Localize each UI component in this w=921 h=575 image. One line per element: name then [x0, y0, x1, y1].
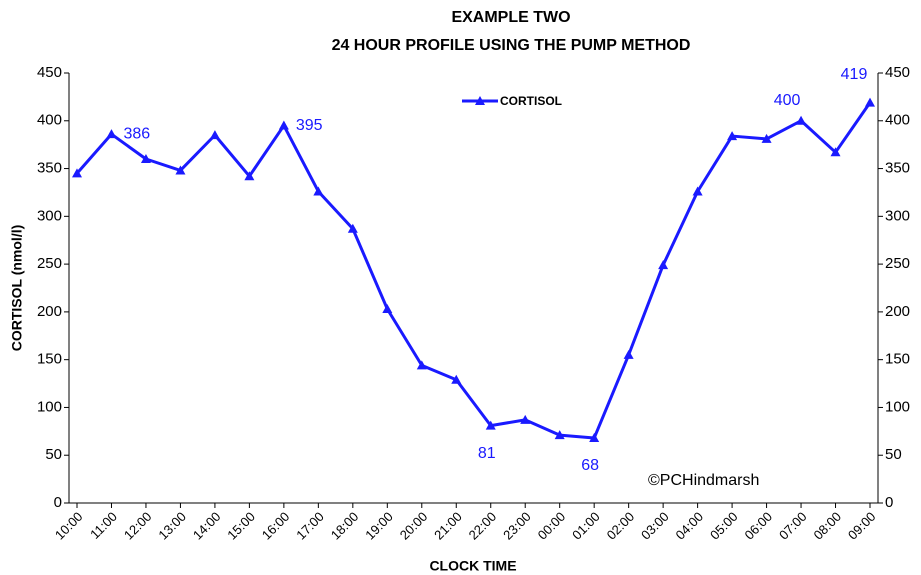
marker [209, 130, 220, 140]
marker [244, 171, 255, 181]
marker [485, 420, 496, 430]
data-label: 395 [296, 117, 323, 134]
chart-title: EXAMPLE TWO [451, 9, 570, 26]
marker [623, 349, 634, 359]
y-tick-label: 50 [45, 446, 62, 463]
y-tick-label: 150 [37, 351, 62, 368]
x-tick-label: 05:00 [707, 509, 741, 543]
y-tick-label: 0 [54, 494, 62, 511]
x-tick-label: 10:00 [52, 509, 86, 543]
y-tick-label: 250 [37, 255, 62, 272]
y-axis-title: CORTISOL (nmol/l) [9, 225, 25, 352]
marker [140, 154, 151, 163]
y2-tick-label: 0 [885, 494, 893, 511]
chart-subtitle: 24 HOUR PROFILE USING THE PUMP METHOD [332, 37, 691, 54]
x-tick-label: 11:00 [87, 509, 120, 542]
x-tick-label: 00:00 [535, 509, 569, 543]
annotation: ©PCHindmarsh [648, 472, 759, 489]
y2-tick-label: 250 [885, 255, 910, 272]
x-tick-label: 13:00 [155, 509, 189, 543]
y2-tick-label: 450 [885, 64, 910, 81]
y2-tick-label: 300 [885, 207, 910, 224]
marker [175, 165, 186, 175]
x-tick-label: 15:00 [224, 509, 258, 543]
marker [451, 374, 462, 384]
x-axis-title: CLOCK TIME [429, 558, 516, 574]
data-label: 68 [581, 457, 599, 474]
y2-tick-label: 150 [885, 351, 910, 368]
marker [278, 120, 289, 130]
marker [727, 131, 738, 141]
marker [589, 433, 600, 443]
marker [416, 360, 427, 370]
x-tick-label: 23:00 [500, 509, 534, 543]
x-tick-label: 12:00 [121, 509, 155, 543]
data-label: 419 [841, 66, 868, 83]
marker [761, 133, 772, 143]
y-tick-label: 100 [37, 398, 62, 415]
x-tick-label: 17:00 [293, 509, 327, 543]
y-tick-label: 400 [37, 112, 62, 129]
x-tick-label: 06:00 [741, 509, 775, 543]
x-tick-label: 14:00 [190, 509, 224, 543]
y-tick-label: 350 [37, 160, 62, 177]
x-tick-label: 22:00 [466, 509, 500, 543]
y2-tick-label: 100 [885, 398, 910, 415]
x-tick-label: 08:00 [810, 509, 844, 543]
x-tick-label: 20:00 [397, 509, 431, 543]
x-tick-label: 02:00 [604, 509, 638, 543]
x-tick-label: 16:00 [259, 509, 293, 543]
marker [382, 304, 393, 314]
data-label: 81 [478, 445, 496, 462]
data-label: 400 [774, 92, 801, 109]
x-tick-label: 03:00 [638, 509, 672, 543]
marker [313, 186, 324, 196]
marker [796, 115, 807, 125]
x-tick-label: 18:00 [328, 509, 362, 543]
marker [658, 260, 669, 270]
y-tick-label: 300 [37, 207, 62, 224]
marker [692, 186, 703, 196]
legend-marker [475, 96, 485, 105]
y-tick-label: 200 [37, 303, 62, 320]
marker [865, 97, 875, 107]
y2-tick-label: 200 [885, 303, 910, 320]
line [75, 101, 872, 440]
y2-tick-label: 50 [885, 446, 902, 463]
marker [106, 129, 117, 139]
marker [830, 147, 841, 157]
y-tick-label: 450 [37, 64, 62, 81]
y2-tick-label: 400 [885, 112, 910, 129]
y2-tick-label: 350 [885, 160, 910, 177]
marker [347, 223, 358, 233]
marker [520, 414, 531, 424]
x-tick-label: 09:00 [845, 509, 879, 543]
legend-label: CORTISOL [500, 94, 562, 108]
marker [72, 168, 82, 178]
x-tick-label: 07:00 [776, 509, 810, 543]
x-tick-label: 21:00 [431, 509, 465, 543]
data-label: 386 [123, 125, 150, 142]
x-tick-label: 04:00 [673, 509, 707, 543]
x-tick-label: 19:00 [362, 509, 396, 543]
x-tick-label: 01:00 [569, 509, 603, 543]
marker [554, 430, 565, 440]
